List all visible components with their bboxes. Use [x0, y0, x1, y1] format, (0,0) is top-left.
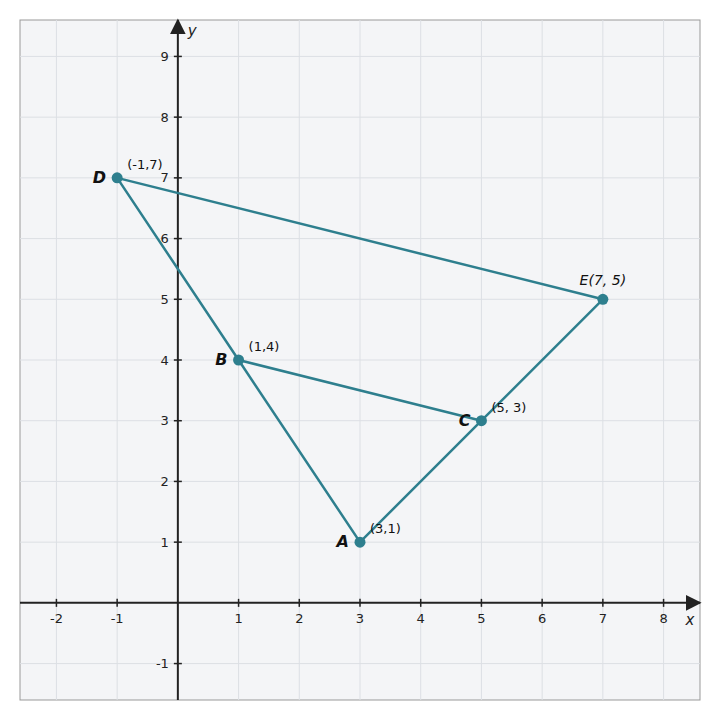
- x-tick-label: 6: [538, 611, 546, 626]
- x-tick-label: 1: [234, 611, 242, 626]
- x-tick: [541, 599, 543, 607]
- y-tick-label: 8: [161, 110, 169, 125]
- y-tick: [174, 238, 182, 240]
- x-tick-label: 8: [659, 611, 667, 626]
- y-tick-label: 5: [161, 292, 169, 307]
- y-tick-label: -1: [156, 656, 169, 671]
- point: [476, 415, 487, 426]
- x-tick: [299, 599, 301, 607]
- y-tick-label: 1: [161, 535, 169, 550]
- y-tick: [174, 299, 182, 301]
- point-name: C: [459, 411, 471, 430]
- y-tick: [174, 420, 182, 422]
- y-tick: [174, 663, 182, 665]
- point: [597, 294, 608, 305]
- y-tick: [174, 481, 182, 483]
- y-axis-label: y: [187, 22, 198, 40]
- edge: [239, 360, 482, 421]
- edge: [117, 178, 603, 299]
- y-tick-label: 4: [161, 353, 169, 368]
- grid-line-y: [20, 420, 700, 421]
- x-tick: [56, 599, 58, 607]
- point-name: A: [335, 532, 349, 551]
- point-coords: (5, 3): [491, 400, 526, 415]
- x-tick-label: -2: [50, 611, 63, 626]
- y-tick: [174, 56, 182, 58]
- grid-line-y: [20, 663, 700, 664]
- x-tick: [481, 599, 483, 607]
- edge: [117, 178, 238, 360]
- x-tick: [359, 599, 361, 607]
- point-name: B: [215, 350, 227, 369]
- y-tick: [174, 541, 182, 543]
- y-tick-label: 7: [161, 170, 169, 185]
- y-tick: [174, 116, 182, 118]
- x-tick-label: 3: [356, 611, 364, 626]
- marks: [112, 172, 609, 547]
- edge: [239, 360, 360, 542]
- x-tick-label: -1: [111, 611, 124, 626]
- chart: -2-112345678-1123456789xyA(3,1)B(1,4)C(5…: [0, 0, 720, 720]
- y-tick: [174, 177, 182, 179]
- x-axis-label: x: [685, 611, 695, 629]
- grid-line-y: [20, 481, 700, 482]
- x-tick-label: 2: [295, 611, 303, 626]
- y-tick-label: 3: [161, 413, 169, 428]
- x-tick-label: 5: [477, 611, 485, 626]
- plot-area: [20, 20, 700, 700]
- x-tick: [602, 599, 604, 607]
- point-coords: (-1,7): [127, 157, 163, 172]
- x-tick: [116, 599, 118, 607]
- y-tick: [174, 359, 182, 361]
- edge: [360, 421, 481, 542]
- edge: [481, 299, 602, 420]
- grid-line-y: [20, 360, 700, 361]
- point: [233, 355, 244, 366]
- x-tick-label: 7: [599, 611, 607, 626]
- grid-line-y: [20, 56, 700, 57]
- x-tick: [420, 599, 422, 607]
- x-tick: [663, 599, 665, 607]
- point: [355, 537, 366, 548]
- point: [112, 172, 123, 183]
- point-label: E(7, 5): [580, 272, 626, 288]
- point-name: D: [93, 168, 106, 187]
- y-tick-label: 2: [161, 474, 169, 489]
- y-tick-label: 9: [161, 49, 169, 64]
- point-coords: (3,1): [370, 521, 401, 536]
- x-tick: [238, 599, 240, 607]
- grid-line-y: [20, 117, 700, 118]
- x-tick-label: 4: [417, 611, 425, 626]
- point-coords: (1,4): [249, 339, 280, 354]
